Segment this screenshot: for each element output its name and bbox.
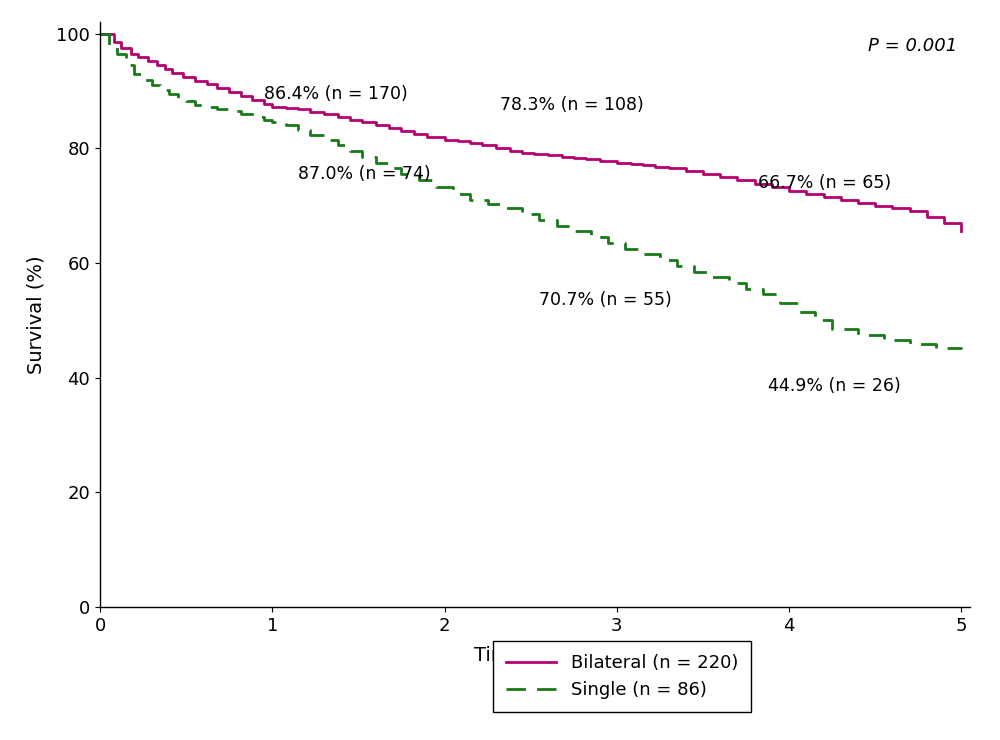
Text: 70.7% (n = 55): 70.7% (n = 55) [539,291,672,309]
Legend: Bilateral (n = 220), Single (n = 86): Bilateral (n = 220), Single (n = 86) [493,642,751,712]
Text: 86.4% (n = 170): 86.4% (n = 170) [264,85,407,103]
Text: 66.7% (n = 65): 66.7% (n = 65) [758,174,891,192]
Text: 87.0% (n = 74): 87.0% (n = 74) [298,165,431,183]
Text: P = 0.001: P = 0.001 [868,37,957,55]
Text: 78.3% (n = 108): 78.3% (n = 108) [500,96,643,114]
Text: 44.9% (n = 26): 44.9% (n = 26) [768,377,901,395]
Y-axis label: Survival (%): Survival (%) [26,255,45,374]
X-axis label: Time (years): Time (years) [474,645,596,665]
